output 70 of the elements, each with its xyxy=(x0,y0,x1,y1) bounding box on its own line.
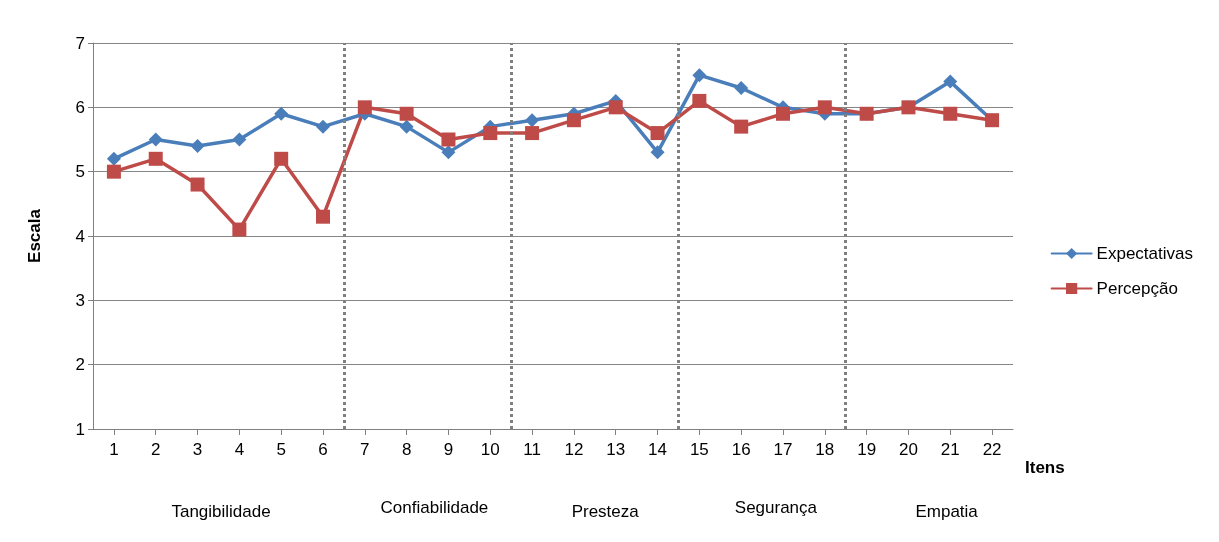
point xyxy=(274,151,289,166)
y-tick-label: 7 xyxy=(75,33,85,53)
x-tick-label: 14 xyxy=(648,440,668,459)
point xyxy=(316,209,330,224)
point xyxy=(692,93,707,108)
point xyxy=(943,106,958,121)
x-tick-label: 12 xyxy=(564,440,584,459)
point xyxy=(106,164,121,179)
y-tick-label: 3 xyxy=(75,290,85,310)
x-tick-label: 21 xyxy=(940,440,960,459)
x-tick-label: 22 xyxy=(982,440,1002,459)
legend-label: Expectativas xyxy=(1096,244,1194,263)
x-tick-label: 10 xyxy=(480,440,500,459)
point xyxy=(274,106,289,121)
x-tick-label: 19 xyxy=(857,440,877,459)
point xyxy=(525,113,540,128)
point xyxy=(943,74,958,89)
x-tick-label: 11 xyxy=(523,440,541,459)
point xyxy=(232,132,247,147)
point xyxy=(148,151,163,166)
x-tick-label: 3 xyxy=(192,440,203,459)
text: Tangibilidade xyxy=(171,502,271,521)
x-axis-title: Itens xyxy=(1025,458,1065,477)
point xyxy=(566,113,581,128)
text: Segurança xyxy=(734,498,818,517)
y-axis-title: Escala xyxy=(25,208,44,263)
x-tick-label: 18 xyxy=(815,440,835,459)
x-tick-label: 7 xyxy=(360,440,370,459)
x-tick-label: 6 xyxy=(318,440,328,459)
point xyxy=(357,100,372,115)
point xyxy=(734,81,749,96)
point xyxy=(106,151,121,166)
point xyxy=(483,126,498,141)
point xyxy=(316,119,330,134)
point xyxy=(525,126,540,141)
point xyxy=(608,100,623,115)
text: Empatia xyxy=(915,502,979,521)
point xyxy=(190,138,205,153)
point xyxy=(650,126,665,141)
legend-label: Percepção xyxy=(1096,279,1178,298)
point xyxy=(441,132,456,147)
point xyxy=(776,106,790,121)
point xyxy=(692,68,707,83)
point xyxy=(441,145,456,160)
point xyxy=(817,100,832,115)
y-tick-label: 1 xyxy=(75,419,85,439)
x-tick-label: 16 xyxy=(731,440,751,459)
x-tick-label: 8 xyxy=(401,440,412,459)
y-tick-label: 6 xyxy=(75,97,85,117)
y-tick-label: 4 xyxy=(75,226,85,246)
x-tick-label: 2 xyxy=(150,440,161,459)
point xyxy=(399,119,414,134)
x-tick-label: 4 xyxy=(234,440,245,459)
point xyxy=(190,177,205,192)
x-tick-label: 1 xyxy=(109,440,119,459)
point xyxy=(232,222,247,237)
x-tick-label: 9 xyxy=(443,440,454,459)
text: Confiabilidade xyxy=(380,498,489,517)
text: Presteza xyxy=(571,502,640,521)
x-tick-label: 13 xyxy=(606,440,626,459)
x-tick-label: 5 xyxy=(276,440,286,459)
y-tick-label: 2 xyxy=(75,355,85,375)
x-tick-label: 20 xyxy=(898,440,918,459)
y-tick-label: 5 xyxy=(75,162,85,182)
x-tick-label: 15 xyxy=(689,440,709,459)
x-tick-label: 17 xyxy=(773,440,793,459)
point xyxy=(734,119,749,134)
point xyxy=(650,145,665,160)
point xyxy=(148,132,163,147)
point xyxy=(399,106,414,121)
